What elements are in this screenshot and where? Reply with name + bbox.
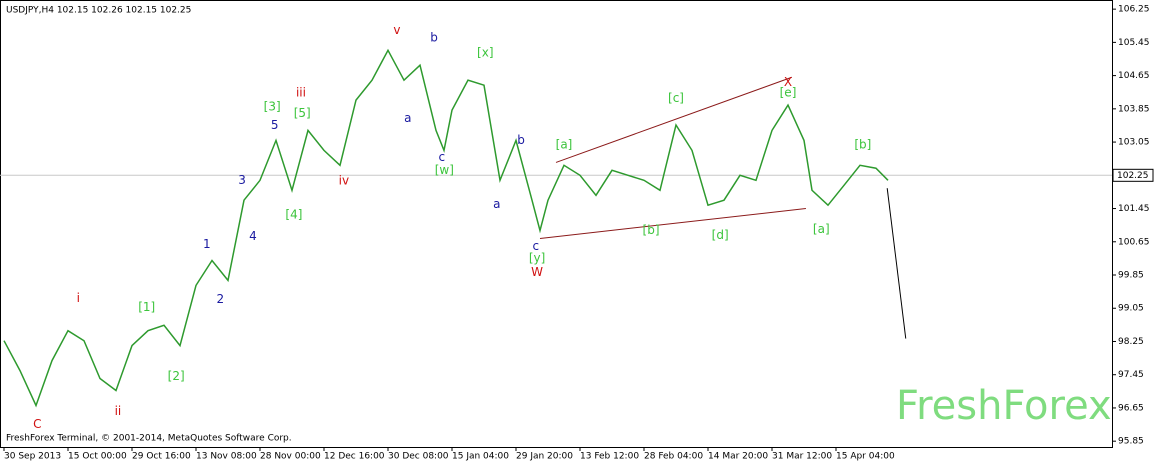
wave-label: iv [339, 174, 349, 188]
plot-frame [0, 0, 1113, 448]
trendline [886, 188, 907, 339]
wave-label: [w] [435, 163, 454, 177]
wave-label: b [517, 133, 525, 147]
wave-label: a [404, 111, 411, 125]
y-tick-label: 95.85 [1118, 437, 1144, 447]
y-tick-label: 106.25 [1118, 5, 1150, 15]
trendline [555, 76, 793, 163]
y-tick-label: 104.65 [1118, 71, 1150, 81]
x-tick-label: 15 Jan 04:00 [452, 452, 509, 462]
wave-label: i [77, 291, 80, 305]
price-line [3, 48, 889, 408]
y-tick-label: 98.25 [1118, 337, 1144, 347]
wave-label: 2 [216, 292, 224, 306]
wave-label: [a] [556, 137, 573, 151]
wave-label: c [533, 239, 540, 253]
wave-label: b [430, 31, 438, 45]
wave-label: ii [115, 404, 122, 418]
x-tick-label: 15 Oct 00:00 [68, 452, 127, 462]
x-tick-label: 30 Dec 08:00 [388, 452, 449, 462]
wave-label: C [33, 417, 41, 431]
wave-label: 4 [249, 229, 257, 243]
x-tick-label: 29 Jan 20:00 [516, 452, 573, 462]
x-tick-label: 30 Sep 2013 [4, 452, 61, 462]
wave-label: [y] [529, 251, 545, 265]
x-tick-label: 31 Mar 12:00 [772, 452, 832, 462]
wave-label: a [493, 197, 500, 211]
x-tick-label: 29 Oct 16:00 [132, 452, 191, 462]
x-tick-label: 12 Dec 16:00 [324, 452, 385, 462]
wave-label: v [393, 23, 400, 37]
wave-label: 5 [271, 118, 279, 132]
x-tick-label: 13 Feb 12:00 [580, 452, 639, 462]
wave-label: [e] [780, 86, 797, 100]
wave-label: 1 [203, 237, 211, 251]
wave-label: [5] [294, 106, 311, 120]
y-tick-label: 103.85 [1118, 104, 1150, 114]
x-tick-label: 28 Feb 04:00 [644, 452, 703, 462]
y-tick-label: 101.45 [1118, 204, 1150, 214]
wave-label: 3 [238, 173, 246, 187]
y-tick-label: 105.45 [1118, 38, 1150, 48]
wave-label: [b] [854, 137, 871, 151]
wave-label: [4] [285, 208, 302, 222]
y-tick-label: 99.05 [1118, 304, 1144, 314]
x-tick-label: 15 Apr 04:00 [836, 452, 895, 462]
wave-label: W [531, 265, 543, 279]
y-tick-label: 96.65 [1118, 403, 1144, 413]
trendline [539, 208, 806, 239]
wave-label: X [784, 75, 792, 89]
y-tick-label: 100.65 [1118, 237, 1150, 247]
watermark: FreshForex [896, 383, 1112, 429]
x-tick-label: 13 Nov 08:00 [196, 452, 257, 462]
wave-label: [a] [813, 222, 830, 236]
x-tick-label: 14 Mar 20:00 [708, 452, 768, 462]
wave-label: [1] [138, 300, 155, 314]
chart-title: USDJPY,H4 102.15 102.26 102.15 102.25 [6, 6, 191, 16]
wave-label: [c] [668, 91, 684, 105]
current-price-tag [1112, 168, 1154, 182]
x-tick-label: 28 Nov 00:00 [260, 452, 321, 462]
y-tick-label: 103.05 [1118, 138, 1150, 148]
wave-label: [2] [168, 369, 185, 383]
wave-label: iii [296, 86, 306, 100]
wave-label: [b] [643, 223, 660, 237]
current-price-label: 102.25 [1117, 171, 1149, 181]
wave-label: c [438, 150, 445, 164]
wave-label: [d] [712, 228, 729, 242]
footer: FreshForex Terminal, © 2001-2014, MetaQu… [6, 434, 292, 444]
y-tick-label: 97.45 [1118, 370, 1144, 380]
y-tick-label: 99.85 [1118, 271, 1144, 281]
wave-label: [3] [264, 100, 281, 114]
wave-label: [x] [477, 46, 493, 60]
